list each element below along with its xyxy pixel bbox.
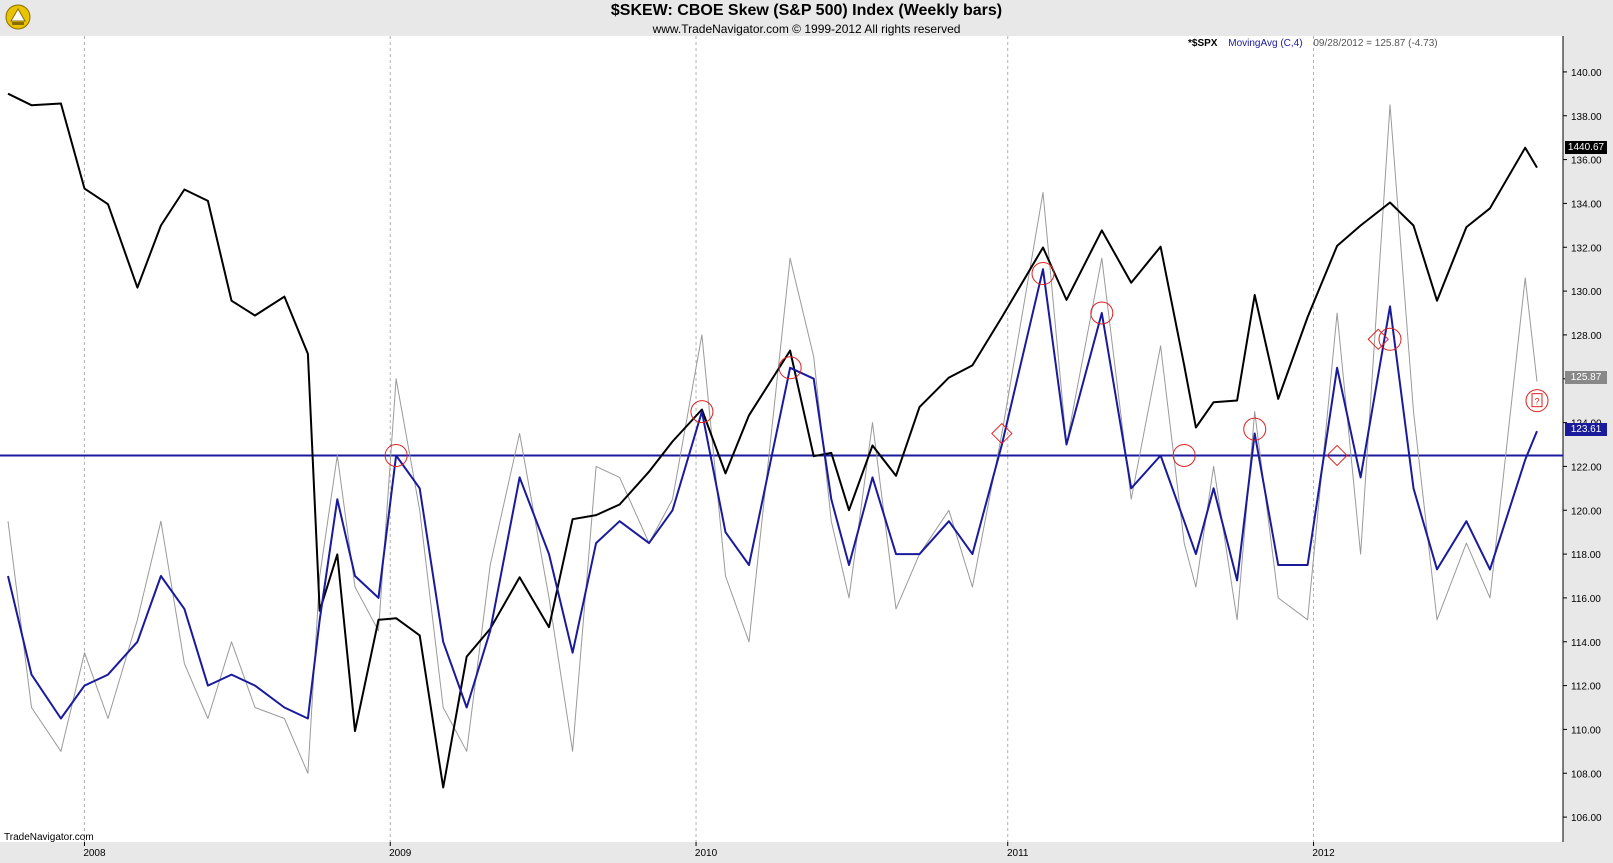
y-tick-label: 116.00	[1571, 594, 1601, 605]
trade-navigator-logo-icon	[5, 4, 31, 30]
y-tick-label: 108.00	[1571, 769, 1602, 780]
legend-spx-label: *$SPX	[1188, 38, 1218, 49]
signal-circle-marker	[1172, 443, 1196, 467]
y-axis-panel	[1563, 36, 1613, 842]
y-tick-label: 130.00	[1571, 287, 1602, 298]
ma-value-tag: 123.61	[1565, 423, 1607, 436]
y-tick-label: 134.00	[1571, 199, 1602, 210]
skew-value-tag: 125.87	[1565, 371, 1607, 384]
chart-legend: *$SPX MovingAvg (C,4) 09/28/2012 = 125.8…	[1180, 38, 1560, 49]
x-tick-label: 2011	[1007, 848, 1029, 859]
signal-circle-marker	[1031, 262, 1055, 286]
signal-circle-marker	[1378, 327, 1402, 351]
copyright-text: www.TradeNavigator.com © 1999-2012 All r…	[652, 22, 961, 36]
signal-circle-marker	[690, 400, 714, 424]
pending-signal-box	[1531, 393, 1543, 408]
y-tick-label: 120.00	[1571, 506, 1602, 517]
x-tick-label: 2010	[695, 848, 718, 859]
pending-signal-glyph: ?	[1534, 397, 1539, 407]
y-tick-label: 128.00	[1571, 331, 1602, 342]
x-tick-label: 2008	[83, 848, 106, 859]
spx-series-line	[7, 92, 1538, 789]
x-tick-label: 2012	[1312, 848, 1335, 859]
signal-diamond-marker	[1326, 444, 1348, 467]
legend-price-note: 09/28/2012 = 125.87 (-4.73)	[1313, 38, 1438, 49]
x-tick-label: 2009	[389, 848, 412, 859]
y-tick-label: 140.00	[1571, 68, 1602, 79]
y-tick-label: 138.00	[1571, 112, 1602, 123]
watermark: TradeNavigator.com	[4, 832, 94, 843]
signal-circle-marker	[778, 356, 802, 380]
y-tick-label: 118.00	[1571, 550, 1601, 561]
signal-diamond-marker	[991, 422, 1013, 445]
y-tick-label: 110.00	[1571, 725, 1601, 736]
y-tick-label: 132.00	[1571, 243, 1602, 254]
y-tick-label: 114.00	[1571, 638, 1601, 649]
pending-signal-marker	[1525, 389, 1549, 413]
y-tick-label: 112.00	[1571, 682, 1601, 693]
y-tick-label: 122.00	[1571, 462, 1602, 473]
skew-series-line	[7, 104, 1538, 774]
x-axis-panel	[0, 842, 1613, 863]
signal-circle-marker	[1090, 301, 1114, 325]
signal-diamond-marker	[1367, 328, 1389, 351]
chart-header: $SKEW: CBOE Skew (S&P 500) Index (Weekly…	[0, 0, 1613, 36]
y-tick-label: 136.00	[1571, 156, 1602, 167]
signal-circle-marker	[384, 443, 408, 467]
chart-title: $SKEW: CBOE Skew (S&P 500) Index (Weekly…	[610, 2, 1003, 19]
signal-circle-marker	[1243, 417, 1267, 441]
legend-ma-label: MovingAvg (C,4)	[1228, 38, 1303, 49]
moving-average-line	[7, 268, 1538, 720]
spx-value-tag: 1440.67	[1565, 141, 1607, 154]
y-tick-label: 106.00	[1571, 813, 1602, 824]
